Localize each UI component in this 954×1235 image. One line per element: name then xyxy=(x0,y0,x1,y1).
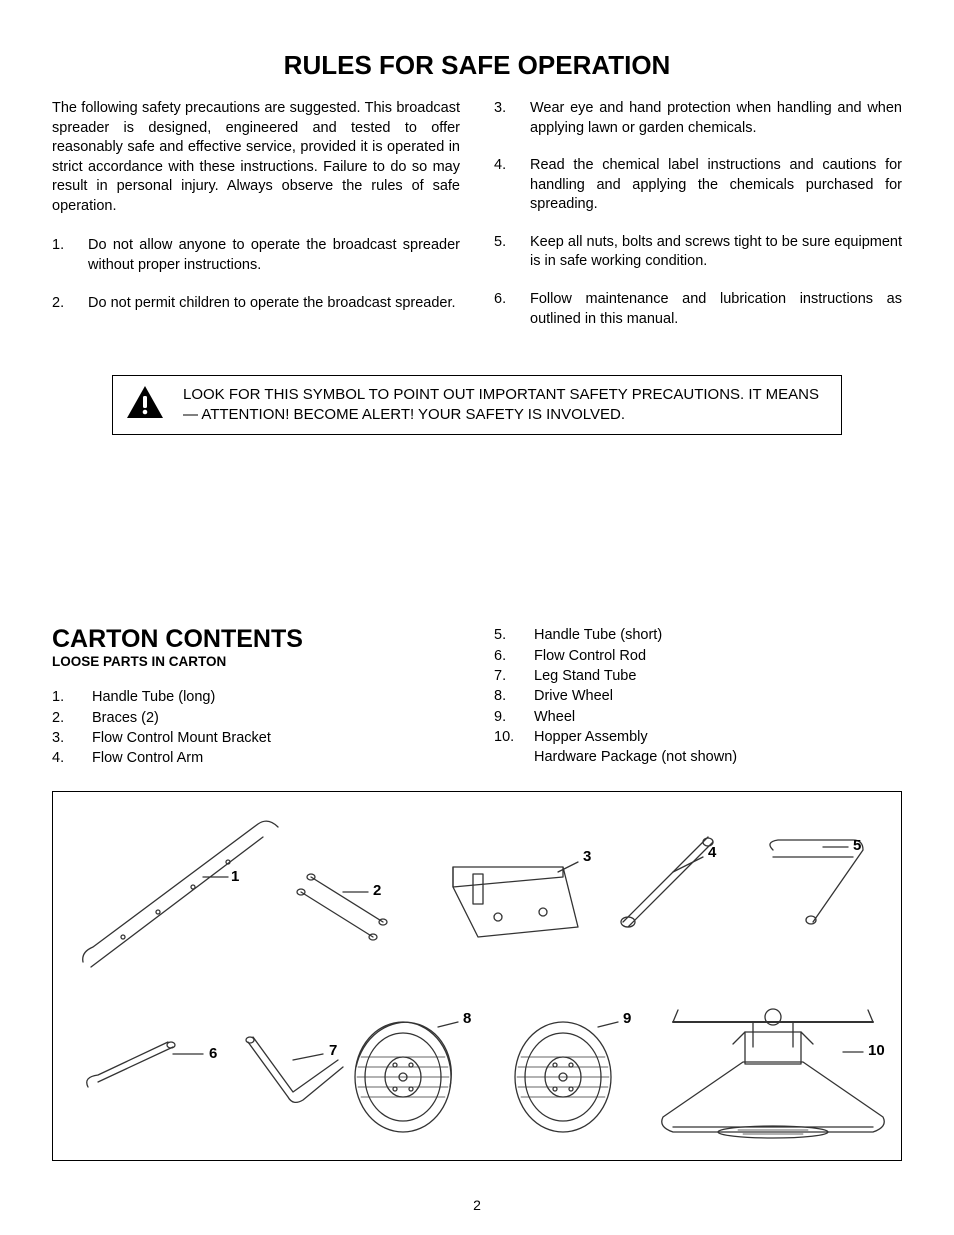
part-item: 1.Handle Tube (long) xyxy=(52,687,460,707)
carton-col-right: 5.Handle Tube (short) 6.Flow Control Rod… xyxy=(494,625,902,768)
carton-subtitle: LOOSE PARTS IN CARTON xyxy=(52,654,460,669)
part-num: 5. xyxy=(494,625,534,645)
rule-text: Read the chemical label instructions and… xyxy=(530,156,902,215)
callout-text: LOOK FOR THIS SYMBOL TO POINT OUT IMPORT… xyxy=(183,385,825,426)
rule-item: 1.Do not allow anyone to operate the bro… xyxy=(52,236,460,275)
diagram-label-3: 3 xyxy=(583,848,591,865)
rule-num: 5. xyxy=(494,233,530,272)
rules-columns: The following safety precautions are sug… xyxy=(52,99,902,347)
rule-item: 3.Wear eye and hand protection when hand… xyxy=(494,99,902,138)
part-item: 2.Braces (2) xyxy=(52,708,460,728)
part-item: 9.Wheel xyxy=(494,707,902,727)
rules-list-right: 3.Wear eye and hand protection when hand… xyxy=(494,99,902,329)
part-item: 7.Leg Stand Tube xyxy=(494,666,902,686)
part-num: 3. xyxy=(52,728,92,748)
part-item: 8.Drive Wheel xyxy=(494,686,902,706)
part-text: Flow Control Arm xyxy=(92,748,203,768)
part-num: 1. xyxy=(52,687,92,707)
rules-col-right: 3.Wear eye and hand protection when hand… xyxy=(494,99,902,347)
diagram-label-6: 6 xyxy=(209,1045,217,1062)
diagram-label-7: 7 xyxy=(329,1042,337,1059)
part-text: Handle Tube (short) xyxy=(534,625,662,645)
part-item: 5.Handle Tube (short) xyxy=(494,625,902,645)
rule-text: Keep all nuts, bolts and screws tight to… xyxy=(530,233,902,272)
part-item: 4.Flow Control Arm xyxy=(52,748,460,768)
part-num: 10. xyxy=(494,727,534,747)
diagram-label-8: 8 xyxy=(463,1010,471,1027)
rule-num: 6. xyxy=(494,290,530,329)
part-num: 8. xyxy=(494,686,534,706)
part-item: 6.Flow Control Rod xyxy=(494,646,902,666)
rule-text: Do not allow anyone to operate the broad… xyxy=(88,236,460,275)
part-num xyxy=(494,747,534,767)
diagram-label-2: 2 xyxy=(373,882,381,899)
safety-callout: LOOK FOR THIS SYMBOL TO POINT OUT IMPORT… xyxy=(112,375,842,435)
carton-title: CARTON CONTENTS xyxy=(52,625,460,654)
part-num: 6. xyxy=(494,646,534,666)
part-text: Hardware Package (not shown) xyxy=(534,747,737,767)
part-num: 7. xyxy=(494,666,534,686)
rule-num: 4. xyxy=(494,156,530,215)
part-num: 4. xyxy=(52,748,92,768)
rule-num: 1. xyxy=(52,236,88,275)
rule-text: Do not permit children to operate the br… xyxy=(88,294,456,314)
carton-col-left: CARTON CONTENTS LOOSE PARTS IN CARTON 1.… xyxy=(52,625,460,768)
diagram-label-1: 1 xyxy=(231,868,239,885)
rule-item: 5.Keep all nuts, bolts and screws tight … xyxy=(494,233,902,272)
rule-text: Follow maintenance and lubrication instr… xyxy=(530,290,902,329)
part-text: Braces (2) xyxy=(92,708,159,728)
diagram-label-9: 9 xyxy=(623,1010,631,1027)
part-text: Hopper Assembly xyxy=(534,727,648,747)
rule-num: 3. xyxy=(494,99,530,138)
parts-list-right: 5.Handle Tube (short) 6.Flow Control Rod… xyxy=(494,625,902,767)
parts-diagram: 1 2 3 4 5 6 7 8 9 10 xyxy=(52,791,902,1161)
part-text: Handle Tube (long) xyxy=(92,687,215,707)
part-item: 10.Hopper Assembly xyxy=(494,727,902,747)
part-num: 9. xyxy=(494,707,534,727)
carton-section: CARTON CONTENTS LOOSE PARTS IN CARTON 1.… xyxy=(52,625,902,768)
part-item: Hardware Package (not shown) xyxy=(494,747,902,767)
intro-paragraph: The following safety precautions are sug… xyxy=(52,99,460,216)
part-text: Drive Wheel xyxy=(534,686,613,706)
parts-list-left: 1.Handle Tube (long) 2.Braces (2) 3.Flow… xyxy=(52,687,460,768)
part-text: Wheel xyxy=(534,707,575,727)
rule-item: 6.Follow maintenance and lubrication ins… xyxy=(494,290,902,329)
diagram-label-5: 5 xyxy=(853,837,861,854)
part-text: Leg Stand Tube xyxy=(534,666,636,686)
rule-item: 4.Read the chemical label instructions a… xyxy=(494,156,902,215)
rules-col-left: The following safety precautions are sug… xyxy=(52,99,460,347)
rule-item: 2.Do not permit children to operate the … xyxy=(52,294,460,314)
diagram-label-10: 10 xyxy=(868,1042,885,1059)
part-item: 3.Flow Control Mount Bracket xyxy=(52,728,460,748)
page-number: 2 xyxy=(473,1197,481,1213)
part-text: Flow Control Rod xyxy=(534,646,646,666)
parts-diagram-svg xyxy=(53,792,901,1160)
diagram-label-4: 4 xyxy=(708,844,716,861)
rules-list-left: 1.Do not allow anyone to operate the bro… xyxy=(52,236,460,313)
part-num: 2. xyxy=(52,708,92,728)
warning-icon xyxy=(125,384,165,426)
rule-text: Wear eye and hand protection when handli… xyxy=(530,99,902,138)
part-text: Flow Control Mount Bracket xyxy=(92,728,271,748)
page-title: RULES FOR SAFE OPERATION xyxy=(52,50,902,81)
rule-num: 2. xyxy=(52,294,88,314)
